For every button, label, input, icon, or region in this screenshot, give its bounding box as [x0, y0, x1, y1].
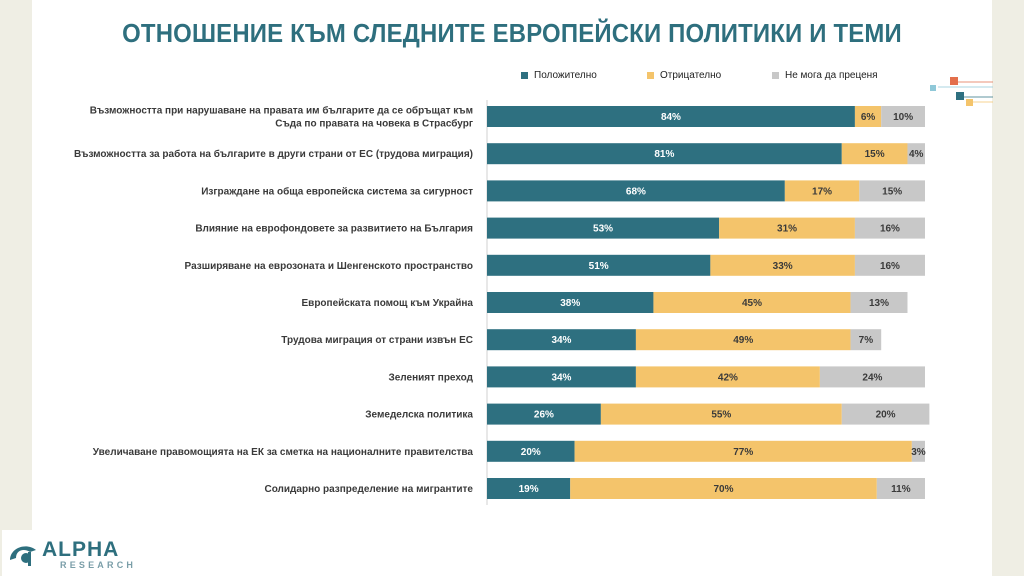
category-label: Влияние на еврофондовете за развитието н…: [195, 223, 473, 235]
data-label: 34%: [551, 335, 571, 346]
bar-segment: [487, 366, 636, 388]
bar-segment: [574, 440, 912, 462]
deco-square-light-blue: [930, 85, 936, 91]
data-label: 81%: [654, 149, 674, 160]
bar-segment: [841, 143, 908, 165]
category-label: Трудова миграция от страни извън ЕС: [281, 335, 473, 346]
data-label: 6%: [861, 112, 876, 123]
data-label: 55%: [711, 410, 731, 421]
bar-segment: [653, 292, 851, 313]
data-label: 10%: [893, 112, 913, 123]
bar-segment: [784, 180, 860, 202]
bar-segment: [881, 106, 925, 127]
legend-swatch-positive: [521, 72, 528, 79]
bar-segment: [819, 366, 925, 388]
deco-square-teal: [956, 92, 964, 100]
legend-swatch-undecided: [772, 72, 779, 79]
bar-segment: [487, 403, 601, 425]
data-label: 19%: [519, 484, 539, 495]
bar-segment: [487, 440, 575, 462]
category-label: Изграждане на обща европейска система за…: [201, 185, 473, 197]
deco-square-orange: [950, 77, 958, 85]
bar-segment: [487, 254, 711, 276]
decorative-squares-graphic: [930, 77, 993, 106]
right-side-band: [992, 0, 1024, 576]
left-side-band: [0, 0, 32, 576]
data-label: 20%: [876, 410, 896, 421]
category-label: Зеленият преход: [388, 372, 473, 383]
category-label: Солидарно разпределение на мигрантите: [264, 484, 473, 495]
data-label: 68%: [626, 186, 646, 197]
bar-segment: [600, 403, 842, 425]
legend-item-undecided: Не мога да преценя: [772, 70, 878, 81]
bar-segment: [907, 143, 925, 165]
legend-swatch-negative: [647, 72, 654, 79]
bar-segment: [487, 292, 654, 313]
category-label: Земеделска политика: [365, 410, 473, 421]
bar-segment: [487, 329, 636, 351]
alpha-logo-icon: [10, 546, 36, 566]
bar-segment: [487, 478, 571, 499]
data-label: 38%: [560, 298, 580, 309]
bar-segment: [710, 254, 855, 276]
bar-segment: [859, 180, 925, 202]
data-label: 33%: [773, 261, 793, 272]
data-label: 7%: [859, 335, 874, 346]
data-label: 4%: [909, 149, 924, 160]
legend-label-negative: Отрицателно: [660, 70, 722, 81]
bar-segment: [911, 440, 925, 462]
deco-square-yellow: [966, 99, 973, 106]
legend-label-undecided: Не мога да преценя: [785, 70, 878, 81]
data-label: 84%: [661, 112, 681, 123]
legend-item-positive: Положително: [521, 70, 597, 81]
data-label: 34%: [551, 372, 571, 383]
data-label: 42%: [718, 372, 738, 383]
bar-segment: [876, 478, 925, 499]
bar-segment: [854, 217, 925, 239]
legend-item-negative: Отрицателно: [647, 70, 721, 81]
logo-sub-text: RESEARCH: [60, 560, 137, 570]
bar-segment: [487, 217, 720, 239]
category-label: Възможността при нарушаване на правата и…: [90, 105, 473, 130]
data-label: 77%: [733, 447, 753, 458]
bar-segment: [854, 106, 882, 127]
data-label: 70%: [714, 484, 734, 495]
bar-segment: [850, 329, 882, 351]
bar-segment: [635, 329, 851, 351]
data-label: 13%: [869, 298, 889, 309]
data-label: 16%: [880, 224, 900, 235]
alpha-research-logo: ALPHA RESEARCH: [2, 530, 162, 576]
bar-segment: [487, 180, 785, 202]
bar-segment: [487, 106, 855, 127]
legend-label-positive: Положително: [534, 70, 597, 81]
data-label: 26%: [534, 410, 554, 421]
logo-brand-text: ALPHA: [42, 538, 120, 561]
stacked-bar-chart: Възможността при нарушаване на правата и…: [74, 100, 930, 505]
bar-segment: [570, 478, 877, 499]
data-label: 3%: [911, 447, 926, 458]
bar-segment: [719, 217, 855, 239]
bar-segment: [635, 366, 820, 388]
data-label: 51%: [589, 261, 609, 272]
category-label: Европейската помощ към Украйна: [302, 298, 474, 309]
data-label: 24%: [862, 372, 882, 383]
data-label: 20%: [521, 447, 541, 458]
data-label: 49%: [733, 335, 753, 346]
category-label: Увеличаване правомощията на ЕК за сметка…: [93, 447, 474, 458]
page-title: ОТНОШЕНИЕ КЪМ СЛЕДНИТЕ ЕВРОПЕЙСКИ ПОЛИТИ…: [122, 18, 902, 48]
category-label: Разширяване на еврозоната и Шенгенското …: [185, 261, 473, 272]
data-label: 16%: [880, 261, 900, 272]
data-label: 31%: [777, 224, 797, 235]
bar-segment: [854, 254, 925, 276]
category-label: Възможността за работа на българите в др…: [74, 148, 473, 160]
bar-segment: [850, 292, 908, 313]
data-label: 53%: [593, 224, 613, 235]
data-label: 15%: [865, 149, 885, 160]
data-label: 45%: [742, 298, 762, 309]
data-label: 11%: [891, 484, 911, 495]
data-label: 17%: [812, 186, 832, 197]
data-label: 15%: [882, 186, 902, 197]
bar-segment: [487, 143, 842, 165]
bar-segment: [841, 403, 930, 425]
